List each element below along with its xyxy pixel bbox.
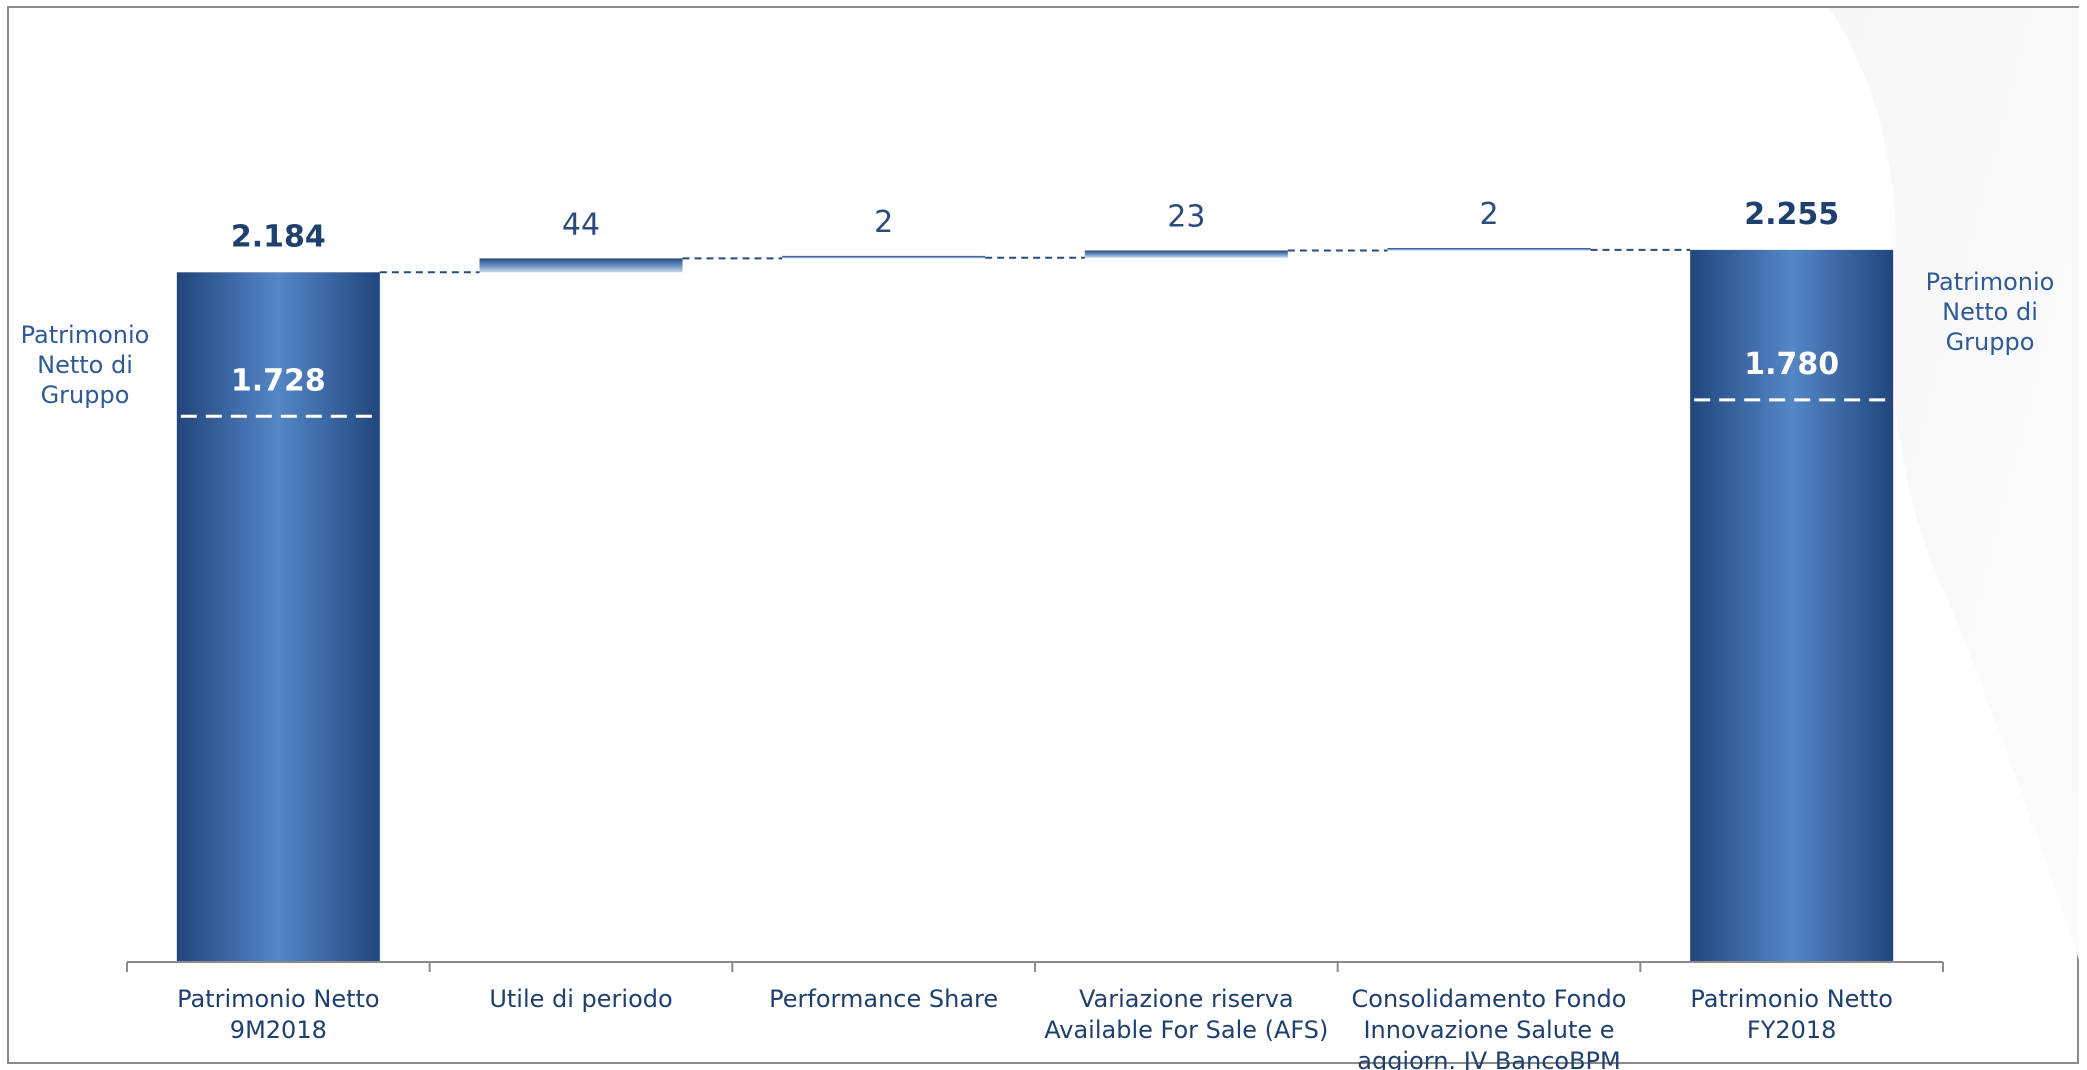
delta-value-label-3: 23 — [1167, 200, 1205, 235]
bar-delta-2 — [782, 255, 986, 259]
category-label-3: Variazione riserva Available For Sale (AF… — [1044, 985, 1328, 1044]
bar-delta-4 — [1387, 248, 1591, 251]
bar-delta-1 — [479, 258, 683, 273]
total-value-label-0: 2.184 — [231, 219, 326, 254]
side-label-right: Patrimonio Netto di Gruppo — [1926, 268, 2055, 356]
category-label-0: Patrimonio Netto 9M2018 — [177, 985, 380, 1044]
total-value-label-5: 2.255 — [1744, 197, 1839, 232]
side-label-left: Patrimonio Netto di Gruppo — [21, 321, 150, 409]
inner-value-label-5: 1.780 — [1744, 347, 1839, 382]
delta-value-label-4: 2 — [1479, 197, 1498, 232]
category-label-4: Consolidamento Fondo Innovazione Salute e… — [1352, 985, 1627, 1070]
category-label-5: Patrimonio Netto FY2018 — [1690, 985, 1893, 1044]
bar-delta-3 — [1084, 250, 1288, 258]
bar-total-5 — [1690, 249, 1894, 963]
delta-value-label-1: 44 — [562, 207, 600, 242]
background-watermark — [1830, 8, 2079, 960]
inner-value-label-0: 1.728 — [231, 363, 326, 398]
category-label-1: Utile di periodo — [489, 985, 672, 1013]
bar-total-0 — [176, 272, 380, 962]
category-label-2: Performance Share — [769, 985, 998, 1013]
delta-value-label-2: 2 — [874, 205, 893, 240]
